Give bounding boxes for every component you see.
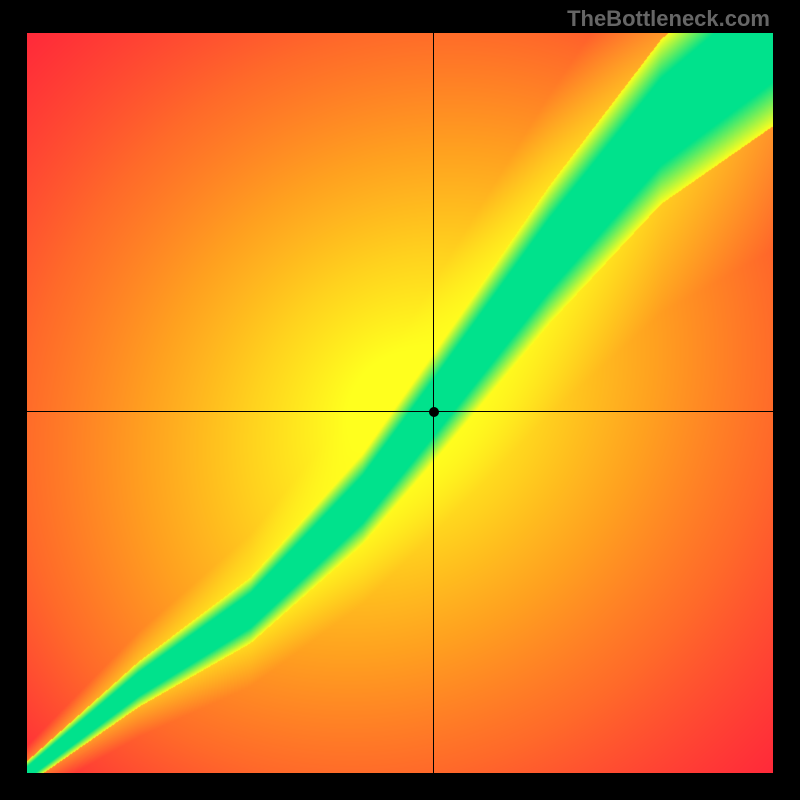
heatmap-plot [27,33,773,773]
watermark-text: TheBottleneck.com [567,6,770,32]
chart-frame: TheBottleneck.com [0,0,800,800]
heatmap-canvas [27,33,773,773]
